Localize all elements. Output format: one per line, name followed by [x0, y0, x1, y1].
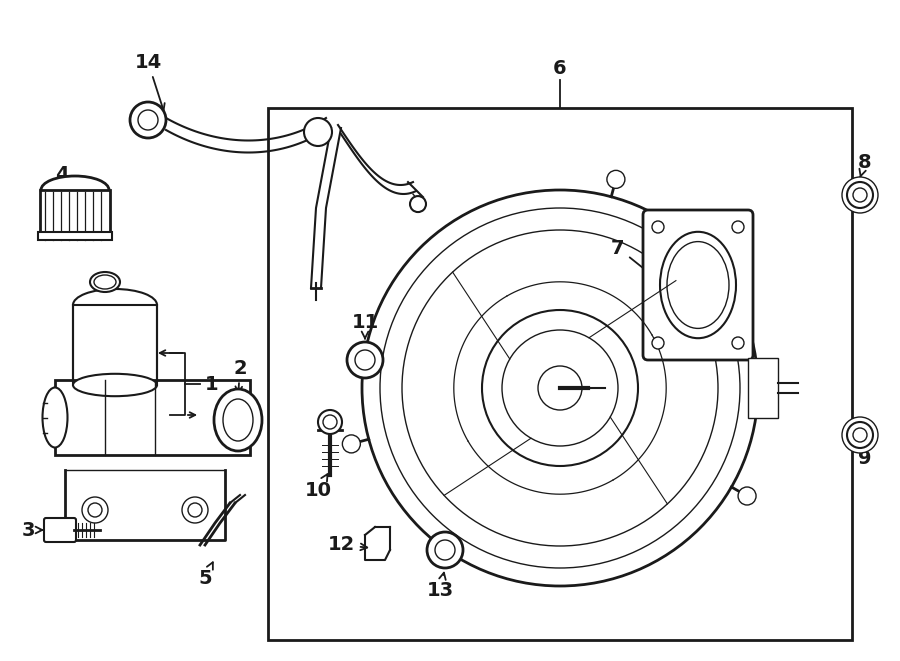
Circle shape: [82, 497, 108, 523]
Circle shape: [427, 532, 463, 568]
Bar: [748, 358, 778, 418]
Circle shape: [738, 487, 756, 505]
Text: 9: 9: [859, 443, 872, 467]
Circle shape: [410, 196, 426, 212]
Circle shape: [847, 182, 873, 208]
Circle shape: [342, 435, 360, 453]
Circle shape: [732, 221, 744, 233]
Circle shape: [732, 337, 744, 349]
Text: 10: 10: [304, 474, 331, 500]
FancyBboxPatch shape: [643, 210, 753, 360]
Circle shape: [362, 190, 758, 586]
Circle shape: [652, 337, 664, 349]
Ellipse shape: [41, 176, 109, 204]
Bar: [73, 305, 157, 385]
Bar: [40, 190, 110, 232]
Ellipse shape: [214, 389, 262, 451]
Text: 12: 12: [328, 535, 367, 555]
Text: 2: 2: [233, 358, 247, 393]
Circle shape: [847, 422, 873, 448]
Text: 4: 4: [55, 165, 72, 191]
Ellipse shape: [73, 374, 157, 396]
Text: 5: 5: [198, 563, 213, 588]
Circle shape: [652, 221, 664, 233]
Circle shape: [607, 171, 625, 188]
Circle shape: [482, 310, 638, 466]
Bar: [38, 232, 112, 240]
Bar: [55, 380, 250, 455]
Bar: [268, 108, 852, 640]
Text: 11: 11: [351, 313, 379, 338]
Circle shape: [318, 410, 342, 434]
Ellipse shape: [42, 387, 68, 447]
Circle shape: [842, 417, 878, 453]
Circle shape: [347, 342, 383, 378]
Text: 1: 1: [205, 375, 219, 393]
FancyBboxPatch shape: [44, 518, 76, 542]
Text: 6: 6: [554, 59, 567, 77]
Text: 3: 3: [22, 520, 42, 539]
Text: 7: 7: [611, 239, 654, 277]
Circle shape: [182, 497, 208, 523]
Text: 14: 14: [134, 52, 165, 110]
Text: 13: 13: [427, 572, 454, 600]
Text: 8: 8: [859, 153, 872, 177]
Circle shape: [842, 177, 878, 213]
Ellipse shape: [90, 272, 120, 292]
Circle shape: [130, 102, 166, 138]
Ellipse shape: [73, 289, 157, 321]
Circle shape: [304, 118, 332, 146]
